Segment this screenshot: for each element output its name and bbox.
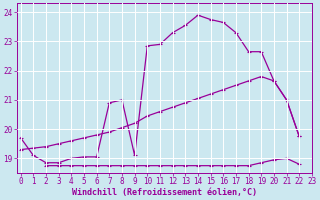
- X-axis label: Windchill (Refroidissement éolien,°C): Windchill (Refroidissement éolien,°C): [72, 188, 257, 197]
